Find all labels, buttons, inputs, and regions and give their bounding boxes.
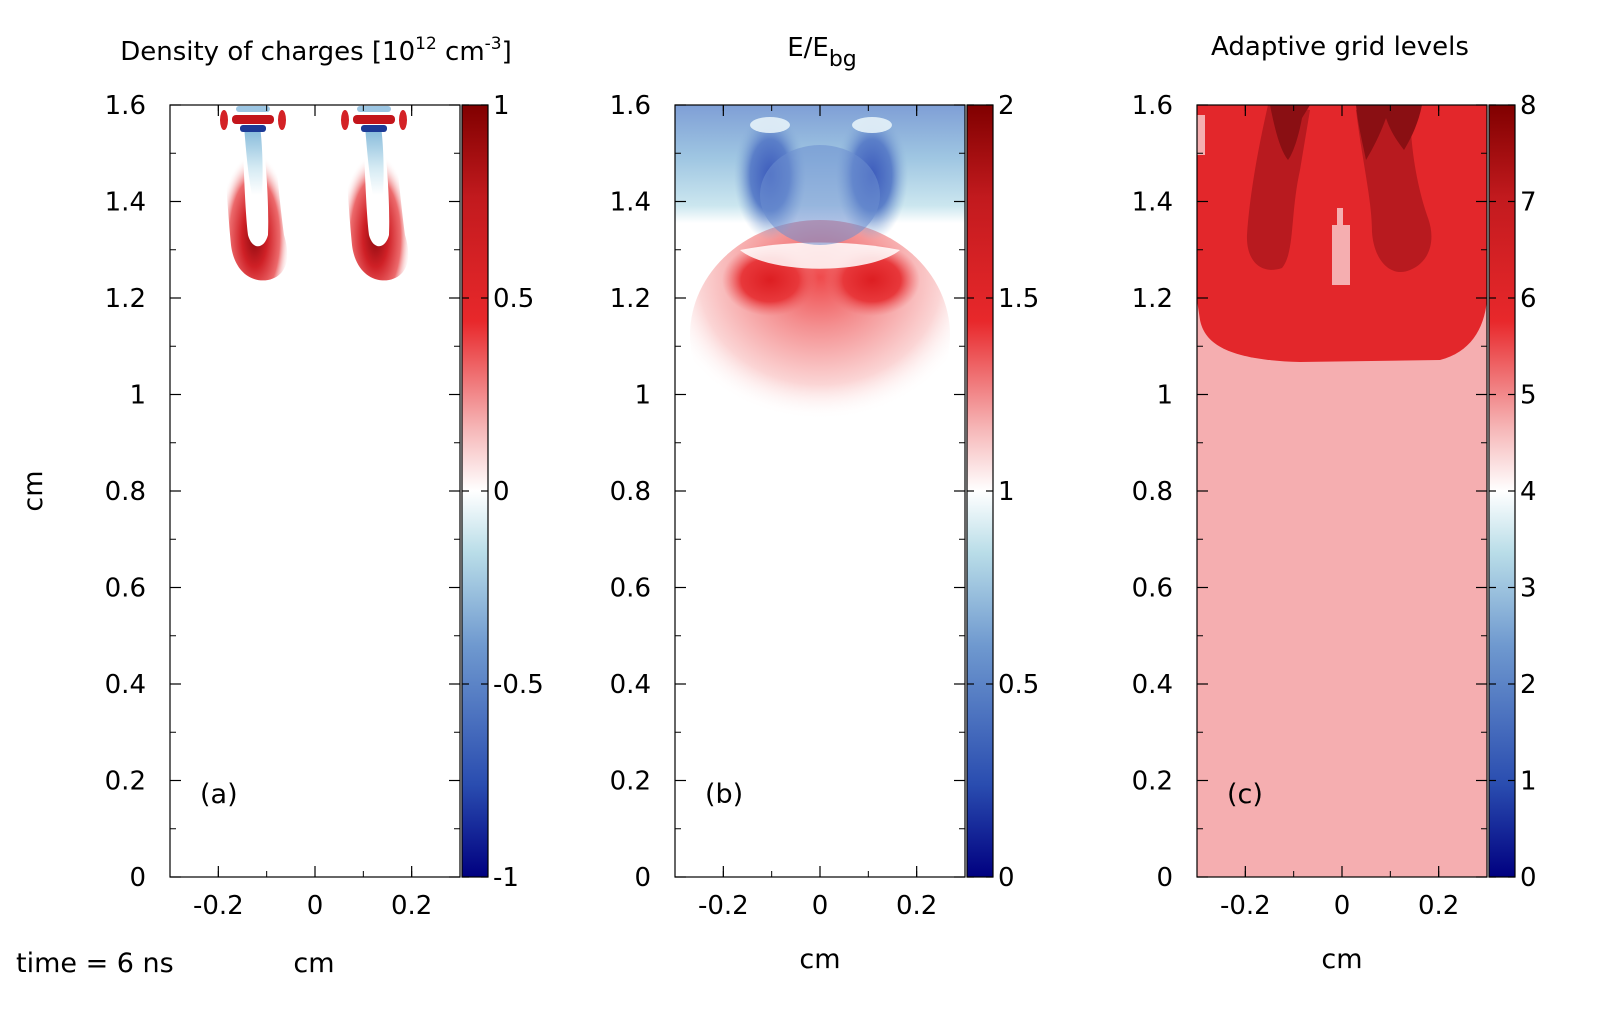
colorbar-tick-label: -0.5 — [493, 670, 544, 700]
panel-a-title: Density of charges [1012 cm-3] — [120, 34, 512, 67]
x-tick-label: 0 — [307, 891, 324, 921]
x-tick-label: 0.2 — [896, 891, 937, 921]
panel-b-xlabel: cm — [799, 944, 840, 975]
colorbar-tick-label: 5 — [1520, 381, 1537, 411]
y-tick-label: 1.2 — [1132, 284, 1173, 314]
y-tick-label: 0.6 — [610, 574, 651, 604]
colorbar-tick-label: 4 — [1520, 477, 1537, 507]
x-tick-label: 0.2 — [391, 891, 432, 921]
panel-b-heatmap — [675, 105, 965, 877]
electrode-tip-left — [220, 106, 286, 132]
colorbar-tick-label: 1 — [1520, 767, 1537, 797]
panel-c-heatmap — [1197, 105, 1487, 877]
y-tick-label: 1 — [1156, 381, 1173, 411]
x-tick-label: -0.2 — [193, 891, 244, 921]
grid-level-8 — [1270, 105, 1422, 160]
x-tick-label: -0.2 — [698, 891, 749, 921]
panel-a: Density of charges [1012 cm-3] — [18, 34, 544, 979]
colorbar-tick-label: 3 — [1520, 574, 1537, 604]
colorbar-tick-label: 0 — [1520, 863, 1537, 893]
colorbar-tick-label: -1 — [493, 863, 519, 893]
panel-b-title: E/Ebg — [787, 33, 857, 72]
panel-a-heatmap — [170, 105, 460, 877]
y-tick-label: 0.2 — [1132, 767, 1173, 797]
panel-b-label: (b) — [705, 779, 743, 810]
grid-level-4 — [1332, 225, 1350, 285]
panel-c-xlabel: cm — [1321, 944, 1362, 975]
panel-a-ylabel: cm — [18, 470, 49, 511]
colorbar-tick-label: 8 — [1520, 91, 1537, 121]
colorbar-tick-label: 2 — [998, 91, 1015, 121]
y-tick-label: 1 — [634, 381, 651, 411]
colorbar-tick-label: 6 — [1520, 284, 1537, 314]
y-tick-label: 1.6 — [105, 91, 146, 121]
colorbar-tick-label: 1 — [998, 477, 1015, 507]
y-tick-label: 1.2 — [105, 284, 146, 314]
colorbar-tick-label: 0.5 — [998, 670, 1039, 700]
x-tick-label: -0.2 — [1220, 891, 1271, 921]
colorbar-tick-label: 7 — [1520, 188, 1537, 218]
y-tick-label: 0.4 — [105, 670, 146, 700]
colorbar-tick-label: 2 — [1520, 670, 1537, 700]
colorbar-tick-label: 0.5 — [493, 284, 534, 314]
y-tick-label: 0.8 — [610, 477, 651, 507]
colorbar-tick-label: 1 — [493, 91, 510, 121]
y-tick-label: 0.2 — [105, 767, 146, 797]
y-tick-label: 1.4 — [610, 188, 651, 218]
y-tick-label: 1 — [129, 381, 146, 411]
y-tick-label: 0.2 — [610, 767, 651, 797]
colorbar-tick-label: 0 — [493, 477, 510, 507]
panel-a-label: (a) — [200, 779, 238, 810]
y-tick-label: 0.8 — [105, 477, 146, 507]
x-tick-label: 0 — [1334, 891, 1351, 921]
y-tick-label: 0.6 — [105, 574, 146, 604]
panel-b: E/Ebg -0.2 0 0.2 0 0.2 0.4 0.6 0.8 1 1.2 1.4 1.6 0 0… — [610, 33, 1040, 975]
panel-a-xlabel: cm — [293, 948, 334, 979]
panel-c: Adaptive grid levels -0.2 0 0.2 0 0.2 0.4 0.6 0… — [1132, 32, 1537, 975]
y-tick-label: 1.4 — [105, 188, 146, 218]
y-tick-label: 1.6 — [1132, 91, 1173, 121]
y-tick-label: 0 — [1156, 863, 1173, 893]
y-tick-label: 0.4 — [610, 670, 651, 700]
y-tick-label: 0.8 — [1132, 477, 1173, 507]
y-tick-label: 1.6 — [610, 91, 651, 121]
electrode-tip-right — [341, 106, 407, 132]
y-tick-label: 0.4 — [1132, 670, 1173, 700]
y-tick-label: 0.6 — [1132, 574, 1173, 604]
y-tick-label: 1.2 — [610, 284, 651, 314]
panel-c-label: (c) — [1227, 779, 1263, 810]
time-label: time = 6 ns — [16, 948, 174, 979]
y-tick-label: 0 — [129, 863, 146, 893]
x-tick-label: 0 — [812, 891, 829, 921]
colorbar-tick-label: 0 — [998, 863, 1015, 893]
x-tick-label: 0.2 — [1418, 891, 1459, 921]
panel-c-title: Adaptive grid levels — [1211, 32, 1469, 62]
y-tick-label: 0 — [634, 863, 651, 893]
colorbar-tick-label: 1.5 — [998, 284, 1039, 314]
y-tick-label: 1.4 — [1132, 188, 1173, 218]
